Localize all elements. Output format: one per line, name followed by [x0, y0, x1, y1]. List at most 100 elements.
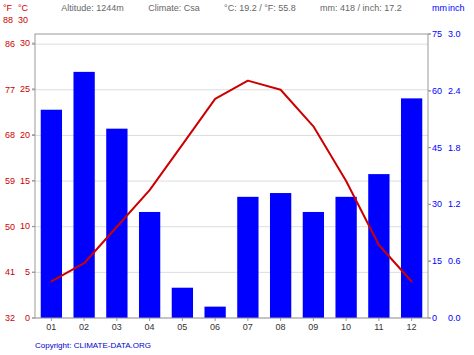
x-tick-label: 04: [145, 322, 155, 332]
header-value: 88: [3, 15, 13, 25]
tick-label-mm: 60: [432, 86, 442, 96]
precip-bar: [401, 98, 422, 318]
tick-label-mm: 30: [432, 199, 442, 209]
temp-line: [51, 81, 411, 282]
axis-label: inch: [448, 3, 465, 13]
tick-label-c: 10: [20, 221, 30, 231]
tick: [247, 318, 248, 321]
tick: [428, 34, 431, 35]
x-tick-label: 02: [79, 322, 89, 332]
tick-label-f: 41: [5, 267, 15, 277]
x-tick-label: 06: [210, 322, 220, 332]
tick-label-inch: 2.4: [448, 86, 461, 96]
precip-bar: [139, 212, 160, 318]
x-tick-label: 12: [407, 322, 417, 332]
tick-label-f: 32: [5, 313, 15, 323]
precip-bar: [41, 110, 62, 318]
tick: [346, 318, 347, 321]
tick-label-inch: 1.8: [448, 143, 461, 153]
tick: [428, 90, 431, 91]
tick: [32, 226, 35, 227]
x-tick-label: 10: [341, 322, 351, 332]
tick: [149, 318, 150, 321]
tick: [51, 318, 52, 321]
tick: [182, 318, 183, 321]
tick: [215, 318, 216, 321]
x-tick-label: 09: [308, 322, 318, 332]
x-tick-label: 08: [276, 322, 286, 332]
precip-bar: [270, 193, 291, 318]
tick-label-c: 20: [20, 130, 30, 140]
tick: [313, 318, 314, 321]
tick: [84, 318, 85, 321]
header-info: mm: 418 / inch: 17.2: [320, 3, 402, 13]
tick: [32, 44, 35, 45]
tick-label-f: 50: [5, 222, 15, 232]
header-info: Climate: Csa: [148, 3, 200, 13]
tick: [428, 261, 431, 262]
plot-frame: [35, 34, 428, 318]
tick-label-f: 77: [5, 85, 15, 95]
tick-label-f: 86: [5, 39, 15, 49]
axis-label: mm: [432, 3, 447, 13]
tick: [428, 261, 431, 262]
tick-label-c: 25: [20, 84, 30, 94]
tick: [32, 272, 35, 273]
plot-area: [41, 72, 423, 318]
precip-bar: [237, 197, 258, 318]
axis-label: °C: [18, 3, 29, 13]
tick: [32, 272, 35, 273]
grid: [35, 44, 428, 318]
tick-label-mm: 0: [432, 313, 437, 323]
tick-label-mm: 45: [432, 143, 442, 153]
tick: [32, 318, 35, 319]
precip-bar: [73, 72, 94, 318]
tick: [32, 89, 35, 90]
header-info: Altitude: 1244m: [61, 3, 124, 13]
precip-bar: [303, 212, 324, 318]
tick: [32, 43, 35, 44]
tick-label-c: 15: [20, 176, 30, 186]
tick: [32, 134, 35, 135]
tick-label-inch: 3.0: [448, 29, 461, 39]
copyright: Copyright: CLIMATE-DATA.ORG: [35, 341, 151, 350]
precip-bar: [204, 307, 225, 318]
axes: 32415059687786051015202530015304560750.0…: [5, 29, 461, 332]
x-tick-label: 01: [46, 322, 56, 332]
chart: 32415059687786051015202530015304560750.0…: [0, 0, 474, 355]
tick-label-inch: 0.6: [448, 256, 461, 266]
tick: [428, 147, 431, 148]
tick: [32, 226, 35, 227]
tick: [411, 318, 412, 321]
tick-label-f: 59: [5, 176, 15, 186]
tick-label-f: 68: [5, 130, 15, 140]
x-tick-label: 07: [243, 322, 253, 332]
x-tick-label: 03: [112, 322, 122, 332]
tick-label-mm: 75: [432, 29, 442, 39]
x-tick-label: 05: [177, 322, 187, 332]
tick: [428, 147, 431, 148]
tick-label-inch: 1.2: [448, 199, 461, 209]
header-value: 30: [18, 15, 28, 25]
header: °F°CmminchAltitude: 1244mClimate: Csa°C:…: [3, 3, 465, 25]
tick: [116, 318, 117, 321]
tick: [428, 204, 431, 205]
tick: [428, 204, 431, 205]
tick: [280, 318, 281, 321]
grid-line: [35, 44, 428, 45]
tick-label-c: 30: [20, 38, 30, 48]
tick: [428, 318, 431, 319]
tick: [32, 180, 35, 181]
tick-label-c: 5: [25, 267, 30, 277]
tick-label-inch: 0.0: [448, 313, 461, 323]
tick-label-c: 0: [25, 313, 30, 323]
tick: [32, 181, 35, 182]
tick: [428, 34, 431, 35]
tick: [32, 135, 35, 136]
header-info: °C: 19.2 / °F: 55.8: [224, 3, 296, 13]
tick: [32, 88, 35, 89]
precip-bar: [172, 288, 193, 318]
precip-bar: [335, 197, 356, 318]
tick-label-mm: 15: [432, 256, 442, 266]
tick: [428, 318, 431, 319]
